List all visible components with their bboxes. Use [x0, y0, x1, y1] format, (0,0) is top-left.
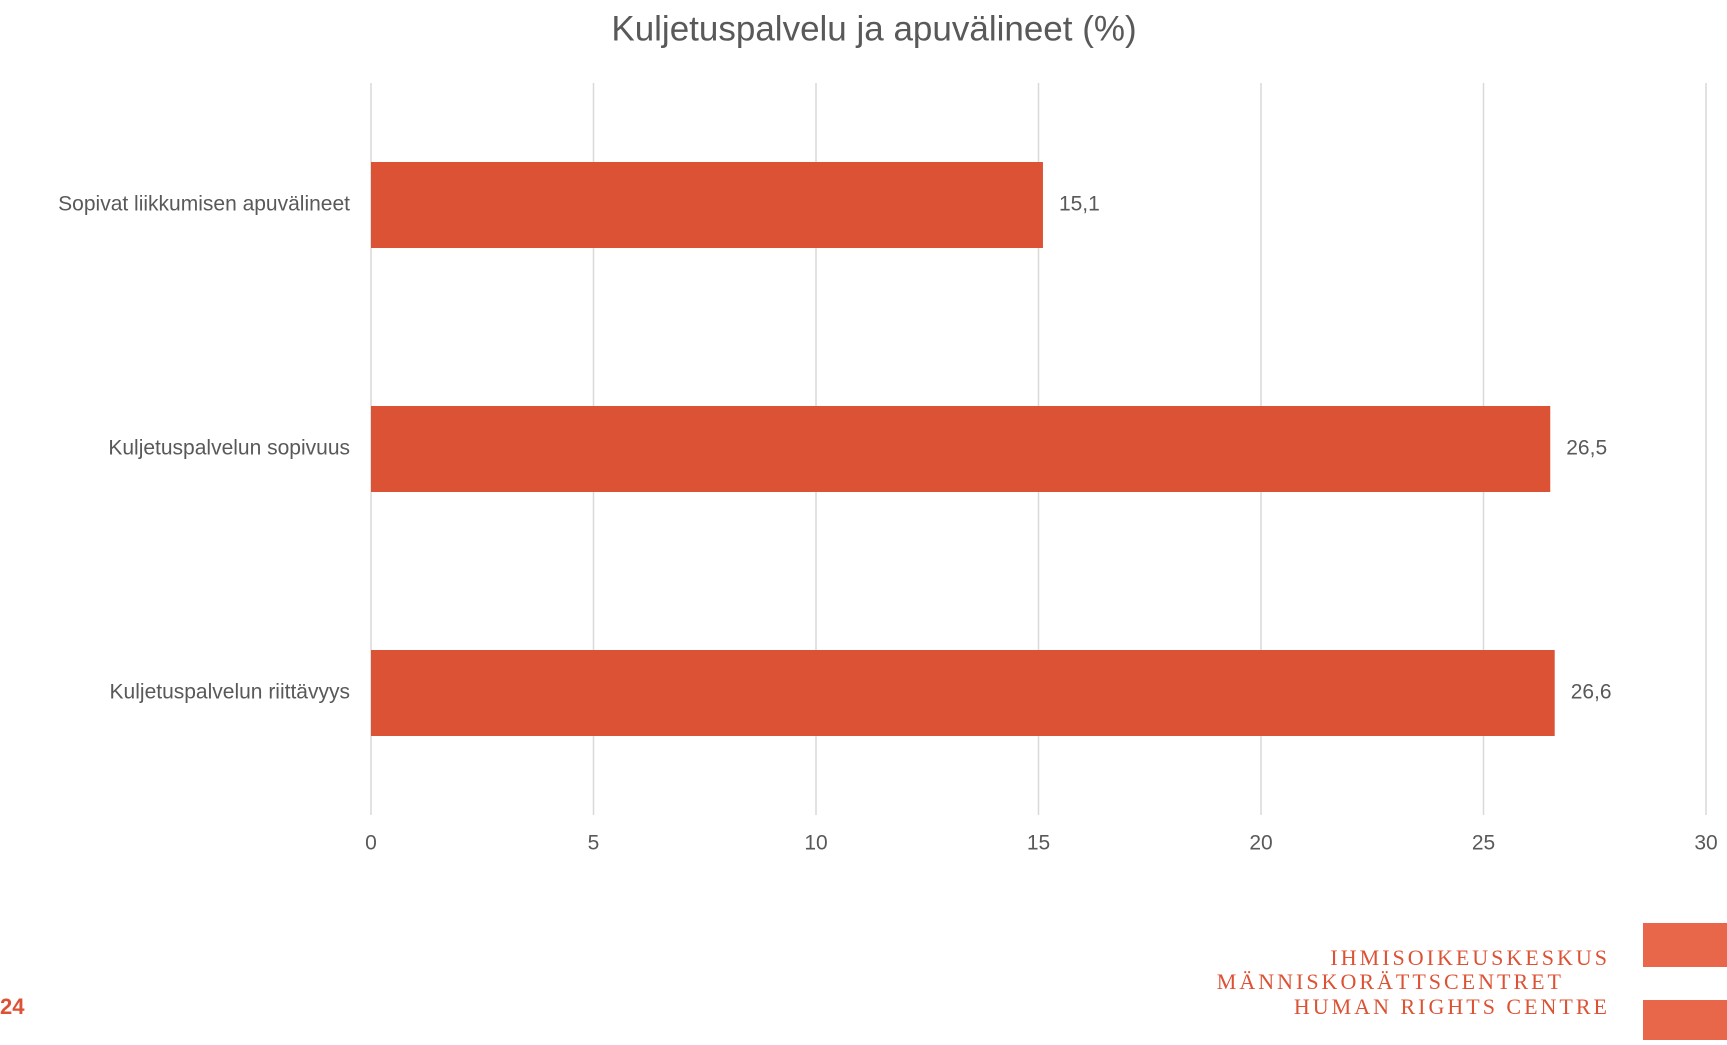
y-tick-label: Kuljetuspalvelun sopivuus — [108, 437, 350, 460]
page-number: 24 — [0, 994, 25, 1019]
value-label: 26,6 — [1571, 681, 1612, 704]
logo-text: MÄNNISKORÄTTSCENTRET — [1217, 969, 1564, 994]
x-tick-label: 0 — [365, 832, 377, 855]
chart-title: Kuljetuspalvelu ja apuvälineet (%) — [611, 9, 1136, 48]
x-tick-label: 30 — [1694, 832, 1717, 855]
logo-block — [1643, 923, 1727, 967]
x-tick-label: 5 — [588, 832, 600, 855]
x-tick-label: 10 — [804, 832, 827, 855]
value-label: 15,1 — [1059, 193, 1100, 216]
logo-block — [1643, 1000, 1727, 1040]
logo-text: HUMAN RIGHTS CENTRE — [1294, 994, 1610, 1019]
x-tick-label: 15 — [1027, 832, 1050, 855]
value-label: 26,5 — [1566, 437, 1607, 460]
x-tick-label: 25 — [1472, 832, 1495, 855]
y-tick-label: Kuljetuspalvelun riittävyys — [110, 681, 350, 704]
bar — [371, 406, 1551, 492]
logo-text: IHMISOIKEUSKESKUS — [1330, 945, 1610, 970]
bar — [371, 162, 1043, 248]
y-tick-label: Sopivat liikkumisen apuvälineet — [58, 193, 350, 216]
bar — [371, 650, 1555, 736]
x-tick-label: 20 — [1249, 832, 1272, 855]
